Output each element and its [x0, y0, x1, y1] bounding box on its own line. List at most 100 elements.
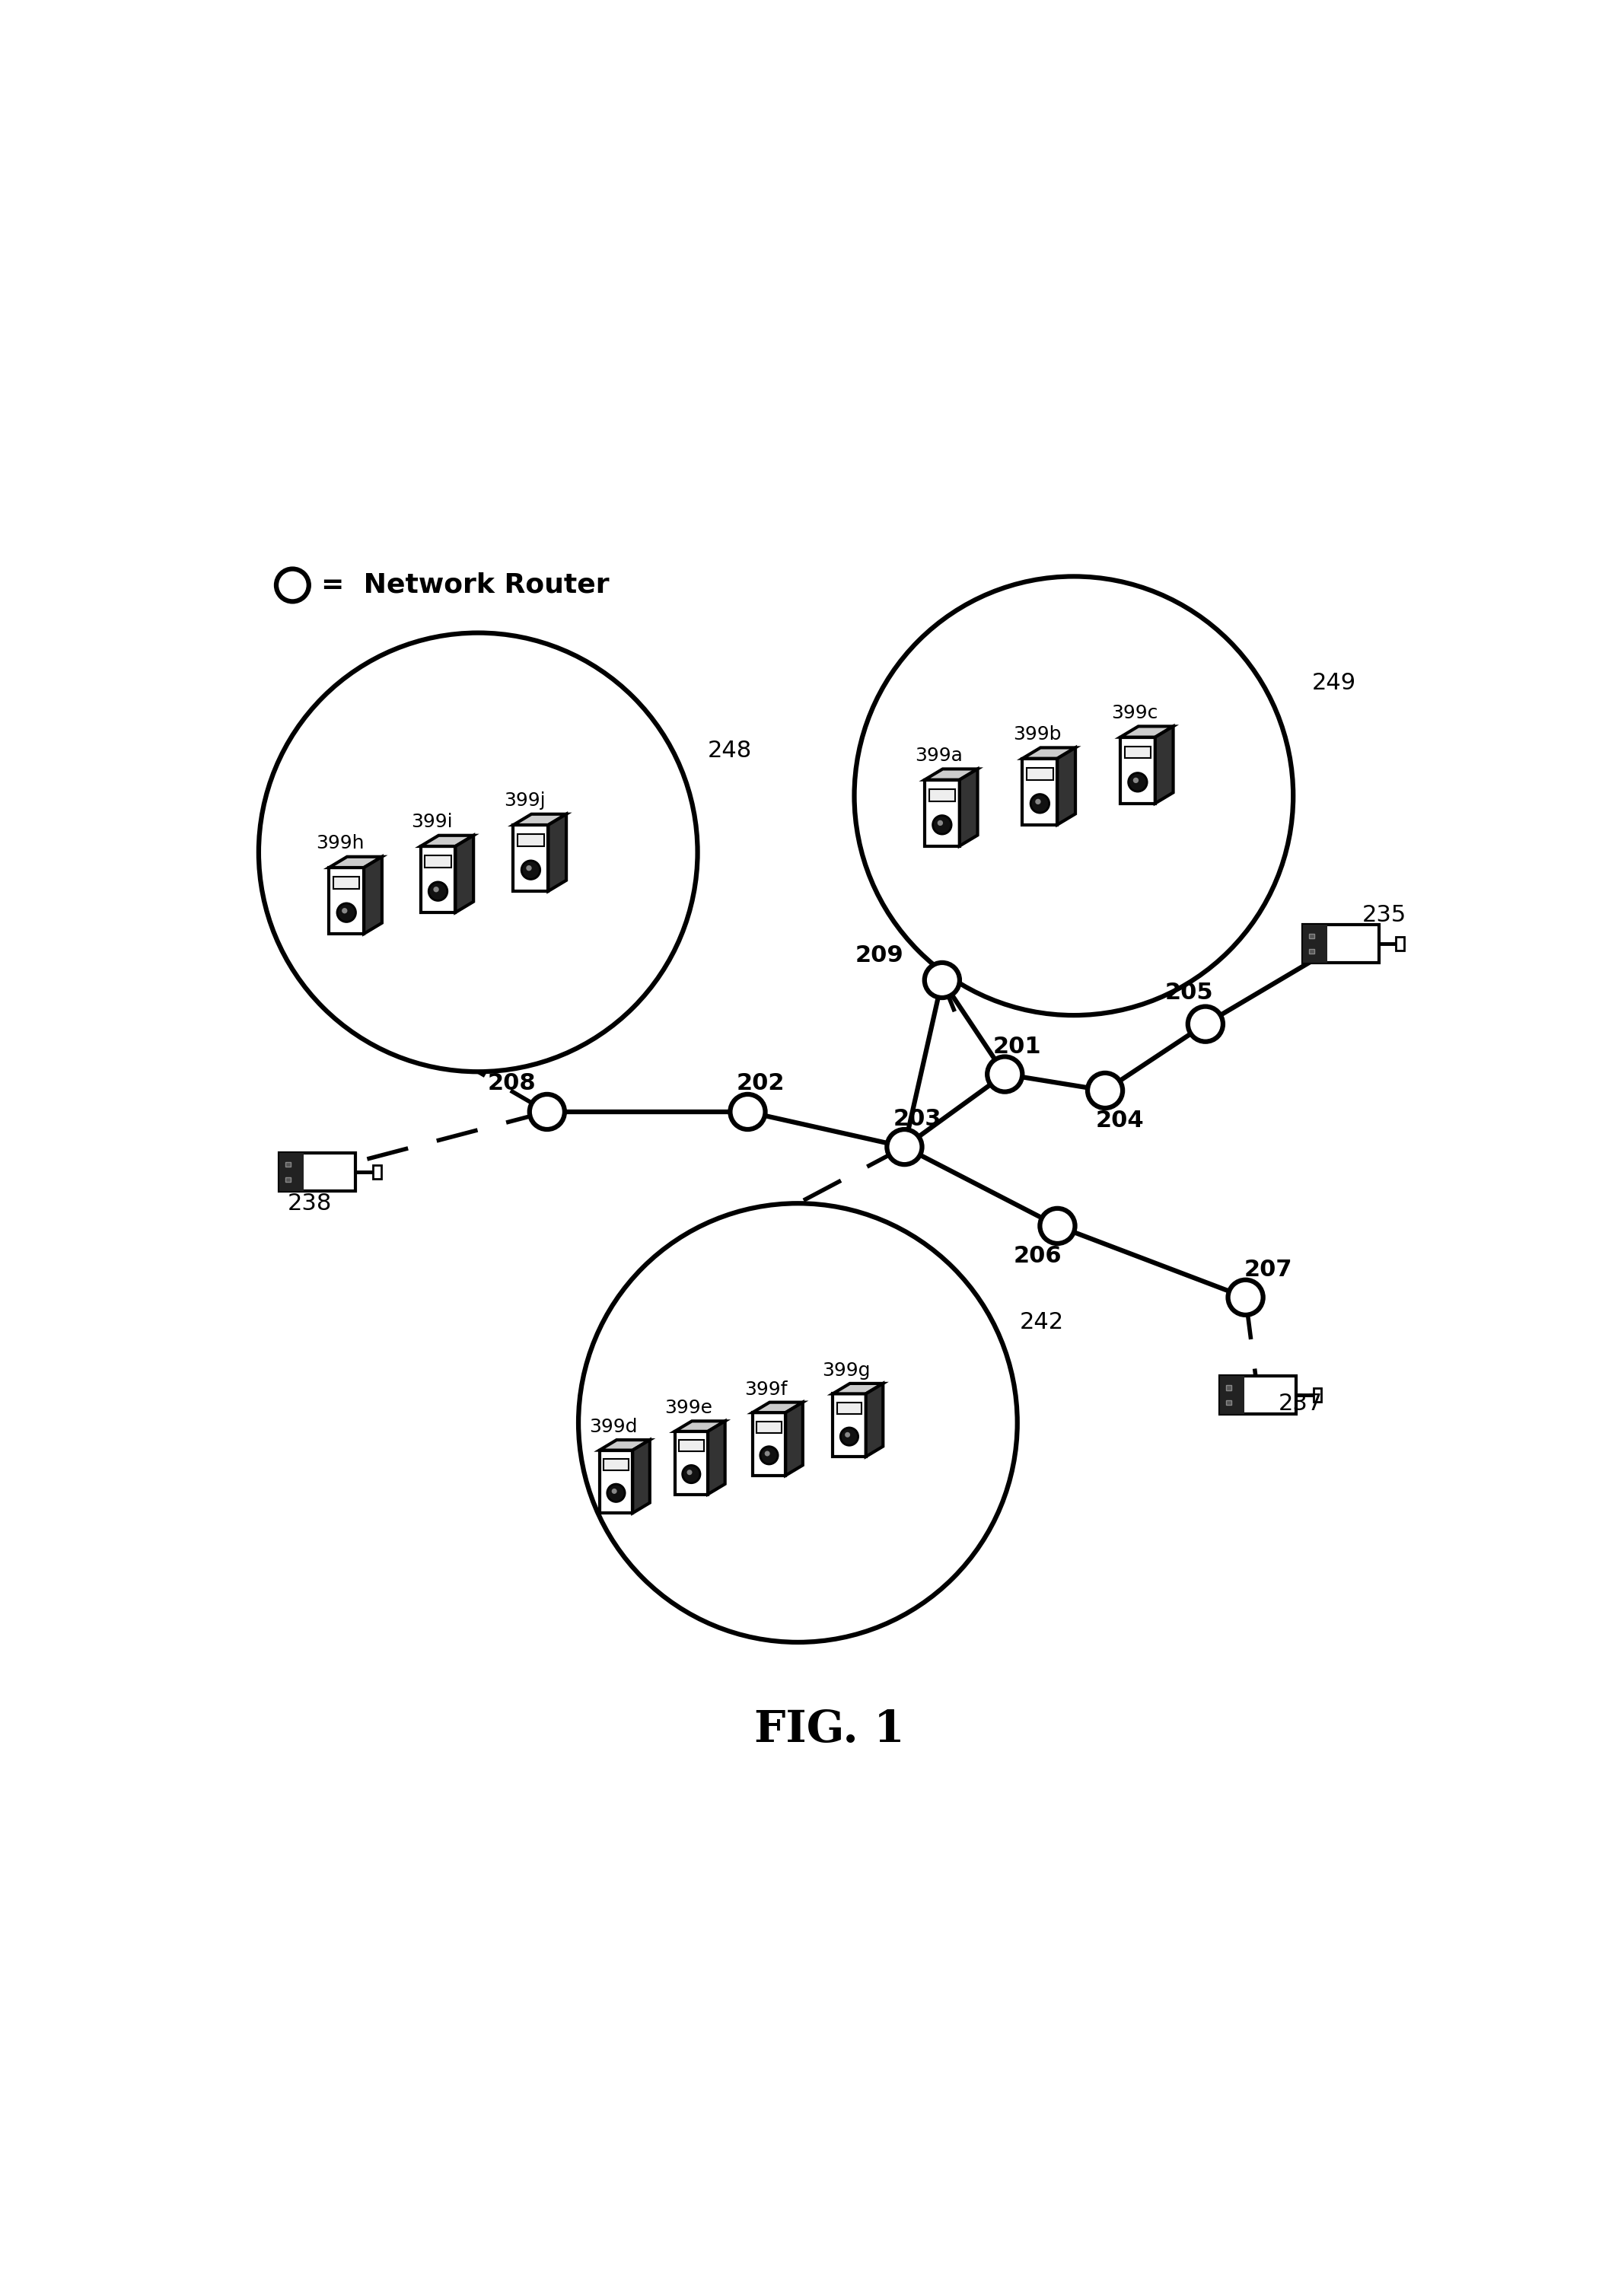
- Bar: [372, 1164, 382, 1178]
- Bar: [1302, 925, 1379, 962]
- Text: 209: 209: [856, 944, 903, 967]
- Circle shape: [932, 815, 951, 833]
- Polygon shape: [328, 856, 382, 868]
- Polygon shape: [675, 1421, 725, 1430]
- Bar: [1226, 1401, 1231, 1405]
- Circle shape: [1031, 794, 1048, 813]
- Text: 206: 206: [1013, 1244, 1061, 1267]
- Circle shape: [526, 866, 532, 870]
- Bar: [280, 1153, 304, 1192]
- Polygon shape: [633, 1440, 650, 1513]
- Text: 399h: 399h: [316, 833, 364, 852]
- Circle shape: [760, 1446, 778, 1465]
- Bar: [1220, 1375, 1244, 1414]
- Text: 204: 204: [1095, 1109, 1144, 1132]
- Text: 237: 237: [1278, 1394, 1322, 1414]
- Text: 202: 202: [736, 1072, 785, 1093]
- Polygon shape: [707, 1421, 725, 1495]
- Bar: [757, 1421, 781, 1433]
- Text: =  Network Router: = Network Router: [322, 572, 610, 599]
- Polygon shape: [549, 815, 566, 891]
- Circle shape: [434, 886, 438, 893]
- Circle shape: [840, 1428, 858, 1446]
- Circle shape: [607, 1483, 625, 1502]
- Bar: [1125, 746, 1150, 758]
- Polygon shape: [364, 856, 382, 934]
- Text: 399c: 399c: [1112, 705, 1158, 723]
- Circle shape: [612, 1488, 616, 1495]
- Polygon shape: [959, 769, 977, 845]
- Bar: [513, 824, 549, 891]
- Circle shape: [845, 1433, 849, 1437]
- Bar: [518, 833, 544, 847]
- Circle shape: [683, 1465, 701, 1483]
- Polygon shape: [1155, 726, 1173, 804]
- Circle shape: [259, 634, 697, 1072]
- Text: 399a: 399a: [916, 746, 963, 765]
- Bar: [924, 781, 959, 845]
- Circle shape: [521, 861, 540, 879]
- Bar: [600, 1451, 633, 1513]
- Circle shape: [1188, 1006, 1223, 1042]
- Bar: [1027, 767, 1053, 781]
- Bar: [1023, 758, 1057, 824]
- Text: 399j: 399j: [503, 792, 545, 810]
- Circle shape: [854, 576, 1293, 1015]
- Bar: [752, 1412, 786, 1476]
- Bar: [1309, 948, 1314, 953]
- Circle shape: [1036, 799, 1040, 804]
- Bar: [1120, 737, 1155, 804]
- Text: 201: 201: [993, 1035, 1042, 1058]
- Circle shape: [1228, 1279, 1264, 1316]
- Polygon shape: [1023, 748, 1076, 758]
- Circle shape: [529, 1095, 565, 1130]
- Circle shape: [579, 1203, 1018, 1642]
- Bar: [421, 847, 455, 912]
- Polygon shape: [866, 1384, 883, 1456]
- Polygon shape: [833, 1384, 883, 1394]
- Bar: [426, 856, 451, 868]
- Circle shape: [277, 569, 309, 602]
- Circle shape: [1040, 1208, 1074, 1244]
- Bar: [1314, 1389, 1322, 1403]
- Text: 205: 205: [1165, 983, 1214, 1003]
- Bar: [833, 1394, 866, 1456]
- Polygon shape: [513, 815, 566, 824]
- Bar: [280, 1153, 356, 1192]
- Polygon shape: [455, 836, 474, 912]
- Bar: [285, 1178, 291, 1182]
- Circle shape: [1087, 1072, 1123, 1109]
- Text: 242: 242: [1019, 1311, 1065, 1334]
- Text: 399b: 399b: [1013, 726, 1061, 744]
- Circle shape: [924, 962, 959, 999]
- Text: 399d: 399d: [589, 1417, 637, 1435]
- Bar: [1220, 1375, 1296, 1414]
- Text: 248: 248: [707, 739, 752, 762]
- Polygon shape: [600, 1440, 650, 1451]
- Bar: [285, 1162, 291, 1166]
- Bar: [1302, 925, 1327, 962]
- Circle shape: [341, 907, 348, 914]
- Bar: [328, 868, 364, 934]
- Bar: [680, 1440, 704, 1451]
- Circle shape: [765, 1451, 770, 1456]
- Polygon shape: [752, 1403, 803, 1412]
- Polygon shape: [786, 1403, 803, 1476]
- Bar: [604, 1458, 628, 1469]
- Bar: [929, 790, 955, 801]
- Text: 235: 235: [1362, 905, 1406, 925]
- Text: 399e: 399e: [665, 1398, 712, 1417]
- Circle shape: [730, 1095, 765, 1130]
- Text: 208: 208: [487, 1072, 536, 1093]
- Polygon shape: [1057, 748, 1076, 824]
- Bar: [1396, 937, 1404, 951]
- Polygon shape: [421, 836, 474, 847]
- Circle shape: [1133, 778, 1139, 783]
- Text: 207: 207: [1244, 1258, 1293, 1281]
- Polygon shape: [924, 769, 977, 781]
- Circle shape: [887, 1130, 922, 1164]
- Bar: [333, 877, 359, 889]
- Bar: [1309, 934, 1314, 939]
- Bar: [675, 1430, 707, 1495]
- Text: 249: 249: [1312, 673, 1356, 693]
